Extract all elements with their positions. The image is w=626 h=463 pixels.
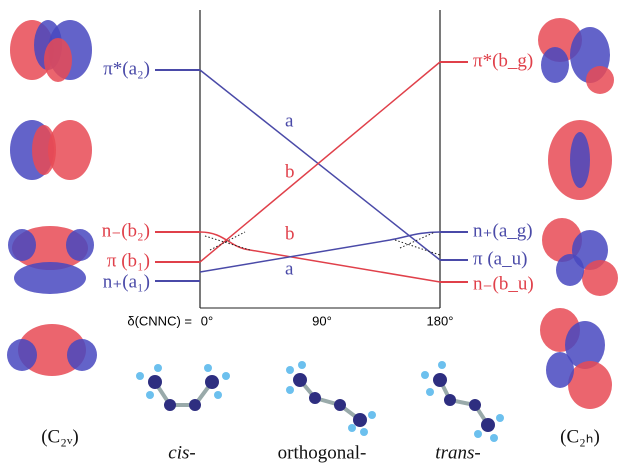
level-label: π (a_u): [473, 248, 527, 269]
conformer-label: cis-: [168, 442, 195, 463]
line-label: a: [285, 110, 294, 131]
symmetry-label: (C₂ᵥ): [41, 426, 79, 447]
diagram: π*(a₂) n₋(b₂) π (b₁) n₊(a₁) π*(b_g) n₊(a…: [0, 0, 626, 463]
level-label: n₊(a₁): [103, 271, 150, 292]
level-label: n₋(b_u): [473, 273, 534, 294]
conformer-label: orthogonal-: [278, 442, 367, 463]
level-label: n₊(a_g): [473, 220, 533, 241]
symmetry-label: (C₂ₕ): [560, 426, 600, 447]
level-label: π*(b_g): [473, 50, 533, 71]
level-label: π*(a₂): [103, 58, 150, 79]
conformer-label: trans-: [435, 442, 480, 463]
axis-tick: 90°: [312, 313, 332, 328]
level-stubs: [155, 62, 468, 282]
line-label: b: [285, 161, 295, 182]
line-label: b: [285, 223, 295, 244]
molecules: [136, 361, 504, 442]
level-label: n₋(b₂): [102, 220, 150, 241]
orbitals: [7, 18, 618, 409]
level-label: π (b₁): [107, 250, 150, 271]
axis-tick: 0°: [201, 313, 213, 328]
axis-tick: 180°: [427, 313, 454, 328]
line-label: a: [285, 258, 294, 279]
axis-label: δ(CNNC) =: [127, 313, 192, 328]
correlation-lines: [200, 62, 440, 282]
